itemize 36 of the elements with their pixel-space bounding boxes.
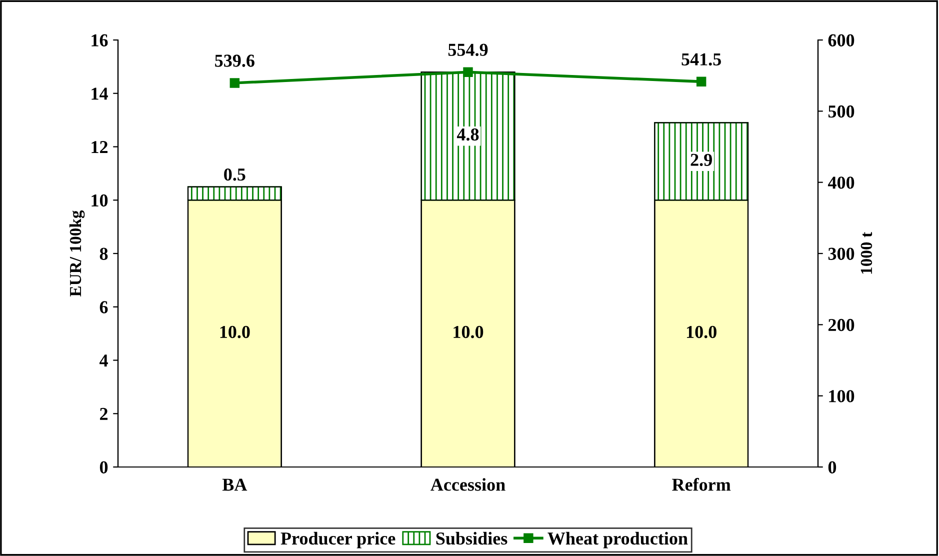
y2-tick-label: 400 (828, 176, 854, 189)
point (696, 76, 706, 86)
y2-tick-label: 0 (828, 461, 836, 474)
data-label: 10.0 (220, 326, 250, 338)
data-label: 554.9 (448, 44, 488, 56)
data-label: 539.6 (215, 54, 254, 67)
data-label: 10.0 (686, 326, 716, 338)
point (463, 67, 473, 77)
data-label: 541.5 (682, 53, 721, 66)
legend-label: Wheat production (548, 532, 688, 548)
legend-label: Producer price (280, 532, 396, 548)
y-tick-label: 0 (100, 461, 108, 474)
y2-tick-label: 600 (828, 34, 854, 46)
y-tick-label: 14 (92, 88, 108, 100)
x-tick-label: Accession (430, 478, 506, 491)
x-tick-label: BA (222, 478, 248, 491)
y-tick-label: 8 (100, 248, 108, 260)
legend-label: Subsidies (436, 532, 508, 545)
y2-axis-title: 1000 t (860, 232, 872, 274)
y-axis-title: EUR/ 100kg (69, 210, 85, 297)
y-tick-label: 16 (92, 34, 108, 46)
y2-tick-label: 100 (829, 390, 854, 402)
point (230, 78, 240, 88)
y-tick-label: 4 (100, 354, 108, 367)
y-tick-label: 12 (92, 141, 108, 154)
y-tick-label: 6 (100, 301, 108, 314)
data-label: 0.5 (224, 168, 246, 181)
y2-tick-label: 300 (828, 248, 854, 260)
x-tick-label: Reform (672, 478, 731, 491)
data-label: 2.9 (690, 154, 712, 166)
y2-tick-label: 200 (828, 318, 854, 332)
data-label: 4.8 (456, 128, 479, 141)
y-tick-label: 10 (92, 194, 108, 207)
y-tick-label: 2 (100, 408, 108, 420)
y2-tick-label: 500 (828, 105, 854, 118)
data-label: 10.0 (454, 326, 484, 338)
